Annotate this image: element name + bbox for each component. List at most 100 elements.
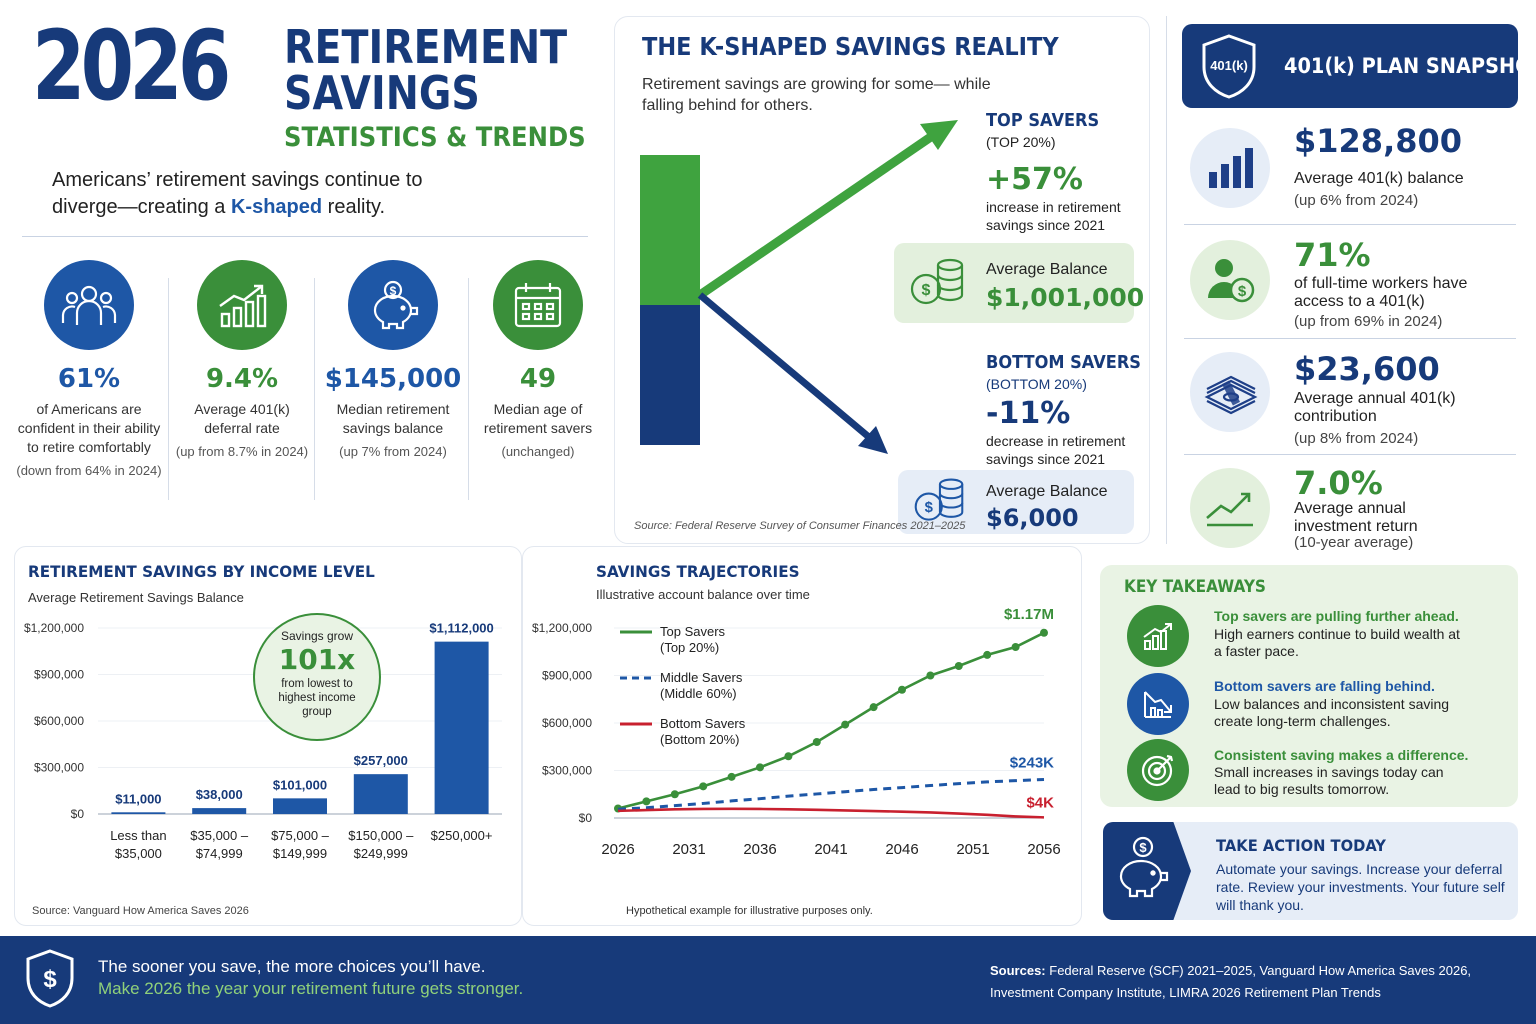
- takeaway-head: Top savers are pulling further ahead.: [1214, 608, 1459, 624]
- income-chart-subtitle: Average Retirement Savings Balance: [28, 590, 244, 605]
- data-point: [869, 703, 878, 712]
- piggy-bank-icon: $: [348, 260, 438, 350]
- k-arm-up: [697, 128, 941, 299]
- x-tick-label: 2056: [1027, 841, 1060, 858]
- snapshot-header: 401(k) 401(k) PLAN SNAPSHOT: [1182, 24, 1536, 108]
- bottom-balance-value: $6,000: [986, 504, 1079, 532]
- trajectory-line-chart: $0 $300,000 $600,000 $900,000 $1,200,000 2026…: [532, 606, 1061, 858]
- y-tick-label: $900,000: [542, 669, 592, 683]
- end-value-label: $243K: [1010, 755, 1054, 772]
- stat-desc: of Americans are confident in their abil…: [17, 401, 161, 455]
- stat-note: (up from 8.7% in 2024): [175, 444, 309, 459]
- bottom-savers-change: -11%: [986, 396, 1071, 431]
- x-tick-label: $35,000: [115, 846, 162, 861]
- y-tick-label: $900,000: [34, 668, 84, 682]
- income-chart-title: RETIREMENT SAVINGS BY INCOME LEVEL: [28, 562, 375, 581]
- snapshot-desc: of full-time workers have access to a 40…: [1294, 275, 1468, 310]
- x-tick-label: $149,999: [273, 846, 327, 861]
- svg-text:$: $: [925, 500, 934, 516]
- data-point: [841, 720, 850, 729]
- x-tick-label: $75,000 –: [271, 828, 330, 843]
- bar: [273, 798, 327, 814]
- takeaway-body: Small increases in savings today can lea…: [1214, 764, 1444, 797]
- data-point: [642, 797, 651, 806]
- snapshot-note: (up from 69% in 2024): [1294, 313, 1443, 330]
- stat-median-balance: $ $145,000 Median retirement savings bal…: [320, 260, 466, 459]
- svg-text:$: $: [922, 282, 931, 299]
- data-point: [670, 790, 679, 799]
- takeaway-body: Low balances and inconsistent saving cre…: [1214, 696, 1450, 729]
- bottom-savers-label: BOTTOM SAVERS: [986, 352, 1141, 373]
- calendar-icon: [493, 260, 583, 350]
- shield-401k-icon: [1202, 34, 1256, 99]
- x-tick-label: 2026: [601, 841, 634, 858]
- income-bar-chart: $0 $300,000 $600,000 $900,000 $1,200,000 $11,…: [24, 621, 502, 861]
- divider: [468, 278, 469, 500]
- y-tick-label: $1,200,000: [532, 621, 592, 635]
- bottom-balance-label: Average Balance: [986, 483, 1108, 500]
- divider: [314, 278, 315, 500]
- takeaway-body: High earners continue to build wealth at…: [1214, 626, 1460, 659]
- k-shape-graphic: [640, 120, 958, 454]
- x-tick-label: 2036: [743, 841, 776, 858]
- snapshot-item: $: [1190, 240, 1270, 320]
- chart-down-icon: [1127, 673, 1189, 735]
- divider: [1184, 338, 1516, 339]
- stat-deferral: 9.4% Average 401(k) deferral rate (up fr…: [172, 260, 312, 459]
- k-section-card: [614, 16, 1150, 544]
- data-point: [784, 752, 793, 761]
- top-balance-label: Average Balance: [986, 261, 1108, 278]
- end-value-label: $4K: [1026, 794, 1054, 811]
- snapshot-value: $23,600: [1294, 350, 1440, 388]
- end-value-label: $1.17M: [1004, 606, 1054, 623]
- snapshot-desc: Average 401(k) balance: [1294, 170, 1464, 187]
- snapshot-item: [1190, 468, 1270, 548]
- series-line: [617, 807, 1045, 819]
- piggy-bank-icon: $: [1119, 836, 1169, 898]
- x-tick-label: Less than: [110, 828, 166, 843]
- intro-text: Americans’ retirement savings continue t…: [52, 167, 472, 221]
- page-subtitle: STATISTICS & TRENDS: [284, 122, 586, 153]
- key-takeaways: KEY TAKEAWAYS Top savers are pulling fur…: [1100, 565, 1518, 807]
- trend-line-icon: [1190, 468, 1270, 548]
- legend-sub: (Top 20%): [660, 640, 719, 655]
- sources-label: Sources:: [990, 963, 1046, 978]
- y-tick-label: $300,000: [34, 761, 84, 775]
- x-tick-label: $35,000 –: [190, 828, 249, 843]
- data-point: [1011, 643, 1020, 651]
- callout-value: 101x: [278, 643, 356, 676]
- footer: $ The sooner you save, the more choices …: [0, 936, 1536, 1024]
- intro-highlight: K-shaped: [230, 196, 323, 218]
- stat-note: (unchanged): [501, 444, 575, 459]
- bar-value-label: $257,000: [354, 753, 408, 768]
- trajectory-chart-title: SAVINGS TRAJECTORIES: [596, 562, 800, 581]
- bar-value-label: $38,000: [196, 787, 243, 802]
- y-tick-label: $300,000: [542, 764, 592, 778]
- trajectory-note: Hypothetical example for illustrative pu…: [626, 905, 873, 917]
- income-chart-source: Source: Vanguard How America Saves 2026: [32, 905, 249, 917]
- page-title: RETIREMENT SAVINGS: [284, 24, 567, 116]
- k-section-title: THE K-SHAPED SAVINGS REALITY: [642, 32, 1059, 61]
- x-tick-label: $249,999: [354, 846, 408, 861]
- intro-pre: Americans’ retirement savings continue t…: [52, 169, 423, 218]
- data-point: [983, 650, 992, 659]
- stat-value: 9.4%: [205, 364, 279, 394]
- takeaway-head: Consistent saving makes a difference.: [1214, 747, 1469, 763]
- k-section-subtitle: Retirement savings are growing for some—…: [642, 76, 991, 114]
- arrow-down-icon: [858, 426, 888, 454]
- title-line-2: SAVINGS: [284, 66, 480, 120]
- coins-icon: $: [910, 258, 964, 305]
- data-point: [954, 662, 963, 670]
- shield-dollar-icon: $: [26, 949, 74, 1008]
- stat-note: (down from 64% in 2024): [16, 463, 162, 478]
- cash-stack-icon: [1190, 352, 1270, 432]
- target-icon: [1127, 739, 1189, 801]
- year-heading: 2026: [32, 10, 231, 122]
- trajectory-chart-card: [522, 546, 1082, 926]
- action-icon-panel: $: [1103, 822, 1191, 920]
- bar-value-label: $11,000: [115, 791, 161, 806]
- x-tick-label: $250,000+: [431, 828, 493, 843]
- arrow-up-icon: [920, 120, 958, 150]
- snapshot-title: 401(k) PLAN SNAPSHOT: [1284, 54, 1536, 78]
- x-tick-label: 2051: [956, 841, 989, 858]
